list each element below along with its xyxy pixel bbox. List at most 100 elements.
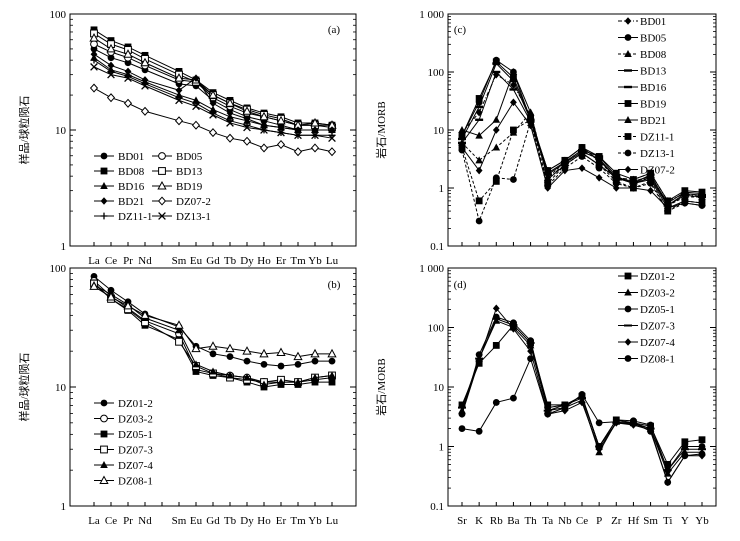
y-tick-label: 100 — [50, 9, 67, 21]
data-point — [612, 184, 620, 192]
data-series — [458, 98, 706, 212]
legend-label: BD16 — [640, 82, 667, 94]
data-point — [328, 371, 336, 379]
data-point — [664, 478, 672, 486]
data-point — [174, 116, 184, 126]
data-point — [595, 164, 603, 172]
data-point — [664, 204, 672, 212]
data-point — [89, 33, 99, 42]
legend-marker — [157, 196, 167, 206]
x-axis: Sr K Rb Ba Th Ta Nb Ce P Zr Hf Sm Ti Y Yb — [457, 502, 709, 527]
data-point — [510, 126, 517, 134]
y-axis: 0.1 1 10 100 1 000 — [419, 9, 716, 253]
legend-marker — [624, 69, 632, 72]
data-point — [527, 121, 534, 130]
data-point — [106, 43, 116, 53]
x-tick-label: Gd — [206, 515, 220, 527]
data-point — [680, 194, 689, 197]
data-point — [124, 74, 132, 82]
legend-label: DZ07-4 — [640, 337, 675, 349]
x-tick-label: Er — [276, 515, 287, 527]
data-point — [175, 337, 183, 346]
legend-label: DZ13-1 — [640, 148, 675, 160]
x-tick-label: Pr — [123, 515, 133, 527]
data-point — [209, 350, 217, 358]
data-point — [526, 341, 535, 344]
data-point — [526, 108, 535, 116]
data-point — [209, 105, 217, 113]
legend-marker — [624, 288, 632, 296]
x-tick-label: Y — [681, 515, 689, 527]
data-point — [107, 68, 115, 75]
data-point — [681, 438, 689, 446]
legend-marker — [624, 149, 632, 157]
legend-marker — [100, 167, 108, 175]
legend-marker — [99, 475, 109, 484]
legend-marker — [624, 116, 632, 123]
data-point — [294, 126, 302, 134]
legend-entry: DZ03-2 — [618, 288, 675, 300]
data-point — [698, 450, 706, 458]
data-point — [209, 367, 217, 375]
x-tick-label: Nd — [138, 255, 152, 267]
y-tick-label: 0.1 — [430, 501, 444, 513]
data-point — [663, 469, 672, 472]
data-point — [259, 111, 269, 121]
legend-entry: BD13 — [152, 166, 203, 178]
data-point — [243, 123, 251, 132]
data-point — [527, 347, 534, 355]
data-point — [492, 126, 500, 134]
data-point — [225, 98, 235, 107]
legend: BD01 BD05 BD08 BD13 BD16 BD19 BD21 DZ07-2 DZ11-1… — [94, 151, 211, 223]
data-point — [209, 99, 217, 108]
data-point — [612, 180, 620, 187]
data-point — [107, 70, 115, 79]
legend-marker — [157, 180, 167, 190]
data-point — [595, 173, 603, 182]
x-tick-label: Tb — [224, 515, 237, 527]
series-line — [93, 66, 333, 139]
legend-entry: DZ01-2 — [94, 398, 153, 410]
data-point — [475, 197, 483, 205]
data-point — [664, 461, 672, 468]
y-tick-label: 100 — [428, 323, 445, 335]
data-point — [698, 195, 706, 199]
legend-label: DZ05-1 — [118, 429, 153, 441]
data-point — [226, 109, 234, 117]
x-tick-label: Ho — [257, 515, 271, 527]
x-tick-label: Tm — [290, 515, 306, 527]
legend-marker — [100, 182, 108, 189]
data-point — [293, 147, 303, 157]
data-point — [294, 131, 302, 140]
data-point — [578, 398, 586, 407]
legend-entry: BD19 — [152, 180, 203, 193]
data-series — [458, 58, 706, 205]
data-point — [612, 418, 620, 426]
data-point — [107, 61, 115, 70]
data-point — [243, 357, 251, 365]
legend-label: BD19 — [176, 181, 203, 193]
y-axis-label: 样品/球粒陨石 — [17, 352, 31, 421]
data-point — [276, 347, 286, 356]
y-axis: 0.1 1 10 100 1 000 — [419, 263, 716, 513]
legend-marker — [624, 85, 632, 89]
legend-entry: DZ07-4 — [618, 337, 675, 349]
legend-label: DZ01-2 — [118, 398, 153, 410]
data-point — [698, 443, 706, 450]
legend-entry: DZ11-1 — [618, 132, 674, 144]
data-point — [612, 169, 620, 177]
legend-entry: BD01 — [618, 16, 666, 28]
y-axis: 1 10 100 — [50, 9, 356, 253]
data-point — [226, 353, 234, 361]
data-point — [681, 443, 689, 450]
data-point — [492, 304, 500, 313]
x-tick-label: Tb — [224, 255, 237, 267]
data-point — [681, 199, 689, 207]
data-point — [310, 143, 320, 153]
legend-entry: DZ07-2 — [618, 165, 675, 177]
x-tick-label: Sm — [643, 515, 658, 527]
data-point — [527, 355, 534, 363]
x-tick-label: Ce — [105, 515, 117, 527]
legend-label: BD05 — [176, 151, 203, 163]
legend-marker — [100, 414, 108, 423]
